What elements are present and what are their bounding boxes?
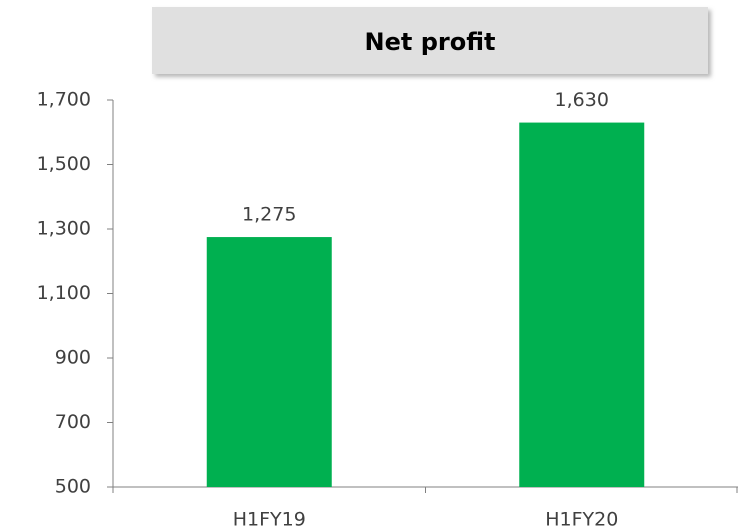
x-tick-label: H1FY20 xyxy=(545,509,618,531)
x-tick-label: H1FY19 xyxy=(233,509,306,531)
y-tick-label: 1,100 xyxy=(37,282,91,304)
y-tick-label: 700 xyxy=(55,411,91,433)
data-label: 1,630 xyxy=(555,89,609,111)
data-label: 1,275 xyxy=(242,204,296,226)
y-tick-label: 1,300 xyxy=(37,218,91,240)
y-tick-label: 1,500 xyxy=(37,153,91,175)
y-tick-label: 500 xyxy=(55,476,91,498)
bar xyxy=(206,237,332,487)
y-tick-label: 900 xyxy=(55,347,91,369)
chart-title: Net profit xyxy=(365,28,496,56)
y-tick-label: 1,700 xyxy=(37,89,91,111)
bar xyxy=(519,122,645,487)
title-box xyxy=(152,7,708,74)
